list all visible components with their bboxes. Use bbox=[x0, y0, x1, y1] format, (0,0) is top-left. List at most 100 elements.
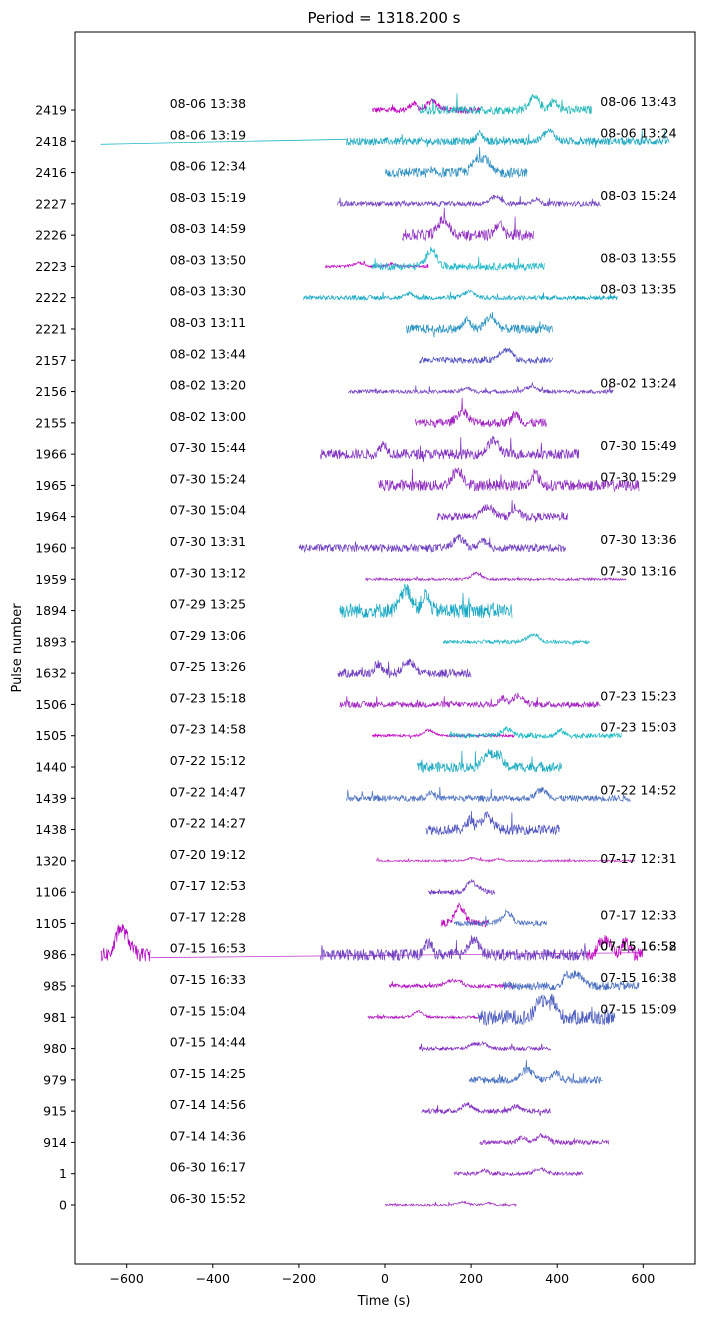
pulse-trace bbox=[365, 571, 627, 582]
pulse-trace bbox=[427, 878, 496, 896]
start-time-label: 07-25 13:26 bbox=[170, 659, 246, 674]
annotations: 08-06 13:38 08-06 13:43 08-06 13:19 08-06 1… bbox=[170, 94, 677, 1206]
y-tick-label: 1506 bbox=[35, 697, 67, 712]
start-time-label: 07-15 16:53 bbox=[170, 941, 246, 956]
start-time-label: 07-17 12:28 bbox=[170, 909, 246, 924]
y-tick-label: 1632 bbox=[35, 666, 67, 681]
y-tick-label: 1439 bbox=[35, 791, 67, 806]
y-tick-label: 1440 bbox=[35, 760, 67, 775]
pulse-trace bbox=[367, 1010, 485, 1020]
start-time-label: 06-30 16:17 bbox=[170, 1160, 246, 1175]
start-time-label: 07-30 15:04 bbox=[170, 503, 246, 518]
start-time-label: 07-14 14:36 bbox=[170, 1128, 246, 1143]
x-axis: −600 −400 −200 0 200 400 600 bbox=[109, 1264, 655, 1286]
y-tick-label: 986 bbox=[43, 947, 67, 962]
pulse-trace bbox=[345, 787, 631, 803]
end-time-label: 07-15 16:38 bbox=[600, 970, 676, 985]
pulse-trace bbox=[453, 908, 547, 927]
pulse-trace bbox=[419, 1041, 552, 1052]
y-tick-label: 1893 bbox=[35, 634, 67, 649]
start-time-label: 07-20 19:12 bbox=[170, 847, 246, 862]
pulse-trace bbox=[384, 1200, 517, 1208]
y-tick-label: 1438 bbox=[35, 822, 67, 837]
y-tick-label: 2223 bbox=[35, 259, 67, 274]
y-tick-label: 2155 bbox=[35, 415, 67, 430]
x-tick-label: −400 bbox=[196, 1271, 230, 1286]
start-time-label: 07-30 15:24 bbox=[170, 471, 246, 486]
y-axis: 2419 2418 2416 2227 2226 2223 2222 2221 2157 2156… bbox=[35, 103, 75, 1213]
pulse-trace bbox=[384, 146, 528, 179]
pulse-trace bbox=[348, 382, 614, 395]
start-time-label: 07-17 12:53 bbox=[170, 878, 246, 893]
y-tick-label: 2226 bbox=[35, 228, 67, 243]
y-tick-label: 2156 bbox=[35, 384, 67, 399]
y-tick-label: 2157 bbox=[35, 353, 67, 368]
end-time-label: 07-30 13:16 bbox=[600, 563, 676, 578]
pulse-trace bbox=[339, 692, 601, 709]
start-time-label: 07-22 15:12 bbox=[170, 753, 246, 768]
start-time-label: 07-29 13:06 bbox=[170, 628, 246, 643]
chart-title: Period = 1318.200 s bbox=[307, 9, 460, 27]
y-tick-label: 1966 bbox=[35, 447, 67, 462]
y-tick-label: 980 bbox=[43, 1041, 67, 1056]
end-time-label: 07-17 12:33 bbox=[600, 907, 676, 922]
x-tick-label: 0 bbox=[381, 1271, 389, 1286]
start-time-label: 07-15 14:25 bbox=[170, 1066, 246, 1081]
y-tick-label: 2418 bbox=[35, 134, 67, 149]
end-time-label: 07-30 15:49 bbox=[600, 438, 676, 453]
y-tick-label: 981 bbox=[43, 1010, 67, 1025]
end-time-label: 07-15 15:09 bbox=[600, 1001, 676, 1016]
pulse-trace bbox=[449, 726, 622, 740]
pulse-trace bbox=[587, 935, 644, 961]
y-tick-label: 2222 bbox=[35, 290, 67, 305]
pulse-trace bbox=[419, 93, 593, 116]
x-tick-label: 600 bbox=[631, 1271, 655, 1286]
end-time-label: 08-03 15:24 bbox=[600, 188, 676, 203]
start-time-label: 08-03 13:30 bbox=[170, 284, 246, 299]
pulse-trace bbox=[320, 935, 588, 962]
end-time-label: 07-15 16:58 bbox=[600, 939, 676, 954]
y-tick-label: 979 bbox=[43, 1072, 67, 1087]
start-time-label: 08-02 13:00 bbox=[170, 409, 246, 424]
y-tick-label: 1965 bbox=[35, 478, 67, 493]
y-tick-label: 2221 bbox=[35, 322, 67, 337]
start-time-label: 07-15 14:44 bbox=[170, 1035, 246, 1050]
pulse-trace bbox=[416, 748, 562, 774]
pulse-trace bbox=[503, 970, 640, 991]
y-tick-label: 2227 bbox=[35, 196, 67, 211]
start-time-label: 08-02 13:44 bbox=[170, 346, 246, 361]
start-time-label: 08-06 13:19 bbox=[170, 127, 246, 142]
end-time-label: 07-17 12:31 bbox=[600, 851, 676, 866]
y-tick-label: 1 bbox=[59, 1166, 67, 1181]
pulse-trace bbox=[453, 1167, 584, 1177]
pulse-trace bbox=[337, 658, 472, 679]
pulse-trace bbox=[419, 347, 554, 365]
pulse-trace bbox=[425, 810, 560, 836]
pulse-trace bbox=[388, 978, 515, 990]
start-time-label: 07-30 13:12 bbox=[170, 565, 246, 580]
end-time-label: 07-23 15:03 bbox=[600, 720, 676, 735]
pulse-trace bbox=[414, 397, 547, 429]
pulse-trace bbox=[378, 467, 640, 493]
pulse-trace bbox=[421, 1102, 551, 1116]
y-tick-label: 1105 bbox=[35, 916, 67, 931]
end-time-label: 07-30 15:29 bbox=[600, 469, 676, 484]
pulse-trace bbox=[440, 902, 489, 928]
end-time-label: 08-03 13:55 bbox=[600, 250, 676, 265]
y-tick-label: 2416 bbox=[35, 165, 67, 180]
start-time-label: 08-03 14:59 bbox=[170, 221, 246, 236]
pulse-trace bbox=[298, 534, 567, 554]
end-time-label: 08-03 13:35 bbox=[600, 282, 676, 297]
pulse-trace bbox=[339, 583, 513, 619]
x-tick-label: −200 bbox=[282, 1271, 316, 1286]
plot-frame bbox=[74, 31, 696, 1265]
pulse-trace bbox=[477, 993, 616, 1026]
pulse-trace bbox=[376, 856, 635, 864]
start-time-label: 08-03 15:19 bbox=[170, 190, 246, 205]
start-time-label: 07-22 14:27 bbox=[170, 816, 246, 831]
end-time-label: 08-06 13:24 bbox=[600, 125, 676, 140]
start-time-label: 07-22 14:47 bbox=[170, 784, 246, 799]
pulse-trace bbox=[371, 246, 545, 272]
y-tick-label: 2419 bbox=[35, 103, 67, 118]
